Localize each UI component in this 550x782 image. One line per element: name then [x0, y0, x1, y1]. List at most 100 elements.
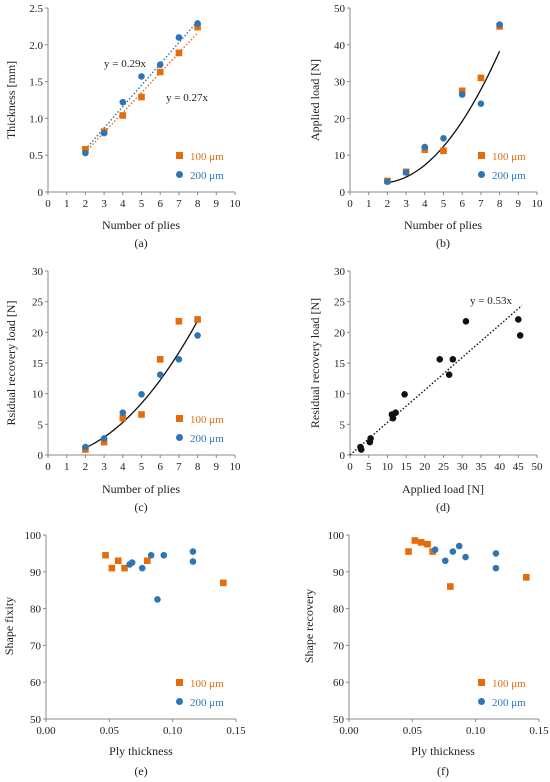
plot-area-a: 0 1 2 3 4 5 6 7 8 9 10 0 0.5 1.0 1.5 2.0 2.5 100 μm 200 μm [29, 3, 241, 210]
x-tick-label-b: 0 [347, 198, 353, 210]
data-point-e-s2 [128, 559, 136, 566]
data-point-e-s2 [189, 558, 197, 565]
x-tick-label-e: 0.10 [163, 725, 183, 737]
y-tick-label-d: 0 [340, 450, 346, 462]
data-point-c-s1 [175, 317, 183, 325]
data-point-f-s2 [455, 542, 463, 550]
y-tick-label-b: 30 [334, 77, 346, 89]
x-tick-label-a: 8 [195, 198, 201, 210]
x-tick-label-f: 0.05 [403, 725, 423, 737]
x-tick-label-f: 0.00 [339, 725, 359, 737]
x-tick-label-d: 30 [457, 461, 469, 473]
plot-area-d: 0 5 10 15 20 25 30 35 40 45 50 0 5 10 15 20 25 30 [334, 266, 543, 473]
data-point-a-s2 [100, 129, 108, 137]
data-point-a-s2 [194, 20, 201, 27]
y-axis-label-d: Residual recovery load [N] [308, 298, 322, 428]
data-point-a-s1 [194, 23, 201, 31]
data-point-e-s2 [147, 551, 155, 559]
y-axis-label-a: Thickness [mm] [4, 61, 18, 139]
data-point-a-s1 [175, 49, 183, 57]
x-tick-label-c: 3 [101, 461, 107, 473]
panel-b: 0 1 2 3 4 5 6 7 8 9 10 0 10 20 30 40 50 100 μm 200 μm Numb… [308, 3, 543, 250]
legend-marker-f-2 [478, 698, 485, 705]
y-tick-label-b: 10 [334, 150, 346, 162]
x-axis-label-f: Ply thickness [411, 744, 475, 758]
data-point-c-s2 [194, 332, 201, 339]
data-point-b-s2 [421, 143, 429, 151]
x-tick-label-d: 0 [347, 461, 353, 473]
data-point-d-s1 [516, 332, 524, 339]
x-tick-label-b: 3 [403, 198, 409, 210]
data-point-f-s2 [431, 546, 439, 554]
data-point-a-s1 [119, 112, 127, 119]
fit-annotation-d: y = 0.53x [470, 295, 512, 307]
data-point-b-s2 [384, 178, 391, 185]
data-point-b-s2 [477, 100, 485, 107]
x-tick-label-e: 0.00 [36, 725, 56, 737]
panel-label-f: (f) [437, 764, 449, 778]
y-tick-label-b: 40 [334, 40, 346, 52]
legend-label-c-2: 200 μm [190, 433, 224, 445]
x-tick-label-a: 7 [176, 198, 182, 210]
data-point-a-s2 [175, 34, 183, 41]
y-tick-label-e: 60 [30, 677, 42, 689]
data-point-f-s2 [441, 557, 449, 565]
x-tick-label-a: 4 [120, 198, 126, 210]
data-point-e-s1 [121, 564, 128, 572]
x-tick-label-c: 5 [139, 461, 145, 473]
data-point-d-s1 [389, 414, 397, 422]
y-tick-label-c: 0 [38, 450, 44, 462]
x-tick-label-b: 7 [478, 198, 484, 210]
data-point-e-s1 [108, 564, 116, 572]
legend-marker-b-1 [478, 152, 485, 159]
data-point-e-s2 [138, 564, 146, 572]
y-tick-label-a: 1.5 [29, 77, 43, 89]
panel-label-e: (e) [134, 764, 147, 778]
x-axis-label-c: Number of plies [102, 482, 180, 496]
x-tick-label-c: 7 [176, 461, 182, 473]
legend-marker-a-1 [176, 152, 183, 159]
y-tick-label-a: 1.0 [29, 113, 43, 125]
panel-label-d: (d) [436, 500, 450, 514]
y-tick-label-a: 0.5 [29, 150, 43, 162]
panel-label-c: (c) [134, 500, 147, 514]
data-point-e-s1 [220, 579, 227, 587]
data-point-c-s2 [82, 443, 89, 451]
x-tick-label-d: 10 [382, 461, 394, 473]
fit-line-c-1 [85, 320, 199, 449]
x-tick-label-a: 3 [101, 198, 107, 210]
legend-marker-f-1 [478, 679, 485, 686]
legend-label-e-2: 200 μm [190, 697, 224, 709]
data-point-e-s1 [114, 557, 122, 565]
data-point-c-s2 [138, 390, 145, 398]
data-point-f-s1 [417, 539, 425, 546]
data-point-d-s1 [436, 356, 444, 363]
data-point-c-s2 [100, 435, 108, 442]
data-point-f-s2 [449, 548, 457, 555]
data-point-d-s1 [401, 390, 408, 398]
x-tick-label-e: 0.05 [100, 725, 120, 737]
legend-marker-e-1 [176, 679, 183, 686]
data-point-c-s1 [100, 438, 108, 446]
y-tick-label-d: 20 [334, 327, 346, 339]
x-tick-label-c: 10 [230, 461, 242, 473]
y-tick-label-a: 2.5 [29, 3, 43, 15]
y-tick-label-c: 15 [32, 358, 44, 370]
y-tick-label-c: 20 [32, 327, 44, 339]
data-point-f-s1 [447, 583, 454, 590]
data-point-c-s1 [194, 316, 201, 323]
legend-label-b-2: 200 μm [492, 170, 526, 182]
y-tick-label-d: 25 [334, 297, 346, 309]
legend-label-c-1: 100 μm [190, 414, 224, 426]
y-tick-label-b: 0 [340, 187, 346, 199]
data-point-d-s1 [515, 316, 522, 323]
x-tick-label-c: 2 [83, 461, 89, 473]
fit-line-a-2 [84, 32, 199, 153]
data-point-f-s1 [523, 574, 530, 581]
plot-area-f: 0.00 0.05 0.10 0.15 50 60 70 80 90 100 100 μm 200 μ… [328, 530, 550, 737]
y-tick-label-c: 5 [38, 419, 44, 431]
data-point-f-s2 [462, 553, 469, 561]
y-tick-label-d: 15 [334, 358, 346, 370]
data-point-b-s2 [496, 21, 503, 28]
